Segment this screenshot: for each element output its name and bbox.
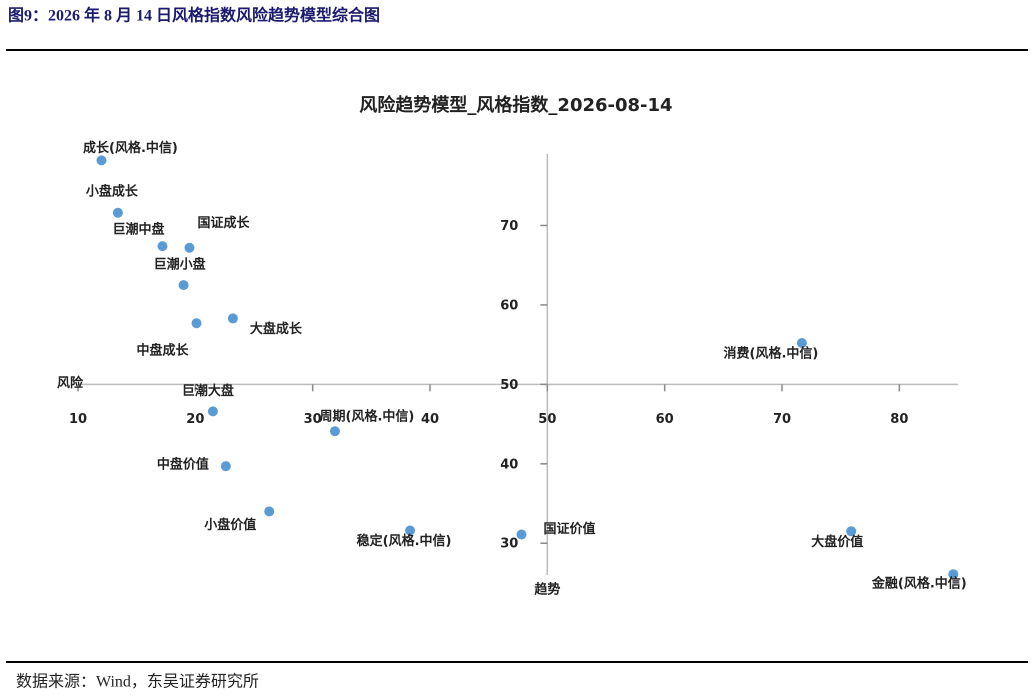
point bbox=[948, 569, 959, 580]
point-label: 大盘价值 bbox=[811, 534, 863, 550]
y-tick-label: 50 bbox=[500, 378, 518, 393]
x-tick-label: 10 bbox=[69, 412, 87, 427]
point bbox=[227, 313, 238, 324]
point bbox=[191, 318, 202, 329]
x-tick-label: 70 bbox=[773, 412, 791, 427]
point-label: 中盘价值 bbox=[157, 457, 209, 473]
x-tick-label: 50 bbox=[538, 412, 556, 427]
x-tick-label: 80 bbox=[890, 412, 908, 427]
point-label: 成长(风格.中信) bbox=[83, 140, 178, 156]
point bbox=[846, 526, 857, 537]
point bbox=[112, 207, 123, 218]
y-tick-label: 70 bbox=[500, 219, 518, 234]
x-tick-label: 40 bbox=[421, 412, 439, 427]
figure-title: 图9：2026 年 8 月 14 日风格指数风险趋势模型综合图 bbox=[8, 6, 380, 25]
x-tick-label: 30 bbox=[304, 412, 322, 427]
x-tick-label: 60 bbox=[656, 412, 674, 427]
y-tick-label: 40 bbox=[500, 457, 518, 472]
point bbox=[405, 525, 416, 536]
point-label: 周期(风格.中信) bbox=[320, 409, 415, 425]
point-label: 国证价值 bbox=[544, 521, 596, 537]
point-label: 金融(风格.中信) bbox=[871, 576, 967, 592]
point-label: 小盘成长 bbox=[86, 183, 139, 199]
point-label: 小盘价值 bbox=[204, 517, 256, 533]
point-label: 消费(风格.中信) bbox=[724, 346, 819, 362]
point bbox=[207, 406, 218, 417]
point bbox=[220, 461, 231, 472]
point-label: 中盘成长 bbox=[136, 343, 189, 359]
point bbox=[184, 242, 195, 253]
chart-title: 风险趋势模型_风格指数_2026-08-14 bbox=[359, 94, 672, 116]
source-note: 数据来源：Wind，东吴证券研究所 bbox=[16, 673, 259, 691]
point bbox=[157, 241, 168, 252]
point bbox=[516, 529, 527, 540]
x-tick-label: 20 bbox=[186, 412, 204, 427]
point-label: 巨潮中盘 bbox=[112, 222, 164, 238]
point bbox=[96, 155, 107, 166]
point-label: 巨潮大盘 bbox=[182, 383, 234, 399]
x-axis-label: 风险 bbox=[57, 375, 84, 391]
point-label: 稳定(风格.中信) bbox=[357, 533, 452, 549]
point-label: 巨潮小盘 bbox=[154, 257, 206, 273]
point-label: 国证成长 bbox=[197, 215, 250, 231]
point bbox=[329, 426, 340, 437]
y-tick-label: 30 bbox=[500, 537, 518, 552]
y-axis-label: 趋势 bbox=[534, 582, 560, 598]
y-tick-label: 60 bbox=[500, 298, 518, 313]
point bbox=[796, 338, 807, 349]
point bbox=[178, 280, 189, 291]
point bbox=[264, 506, 275, 517]
point-label: 大盘成长 bbox=[250, 321, 303, 337]
